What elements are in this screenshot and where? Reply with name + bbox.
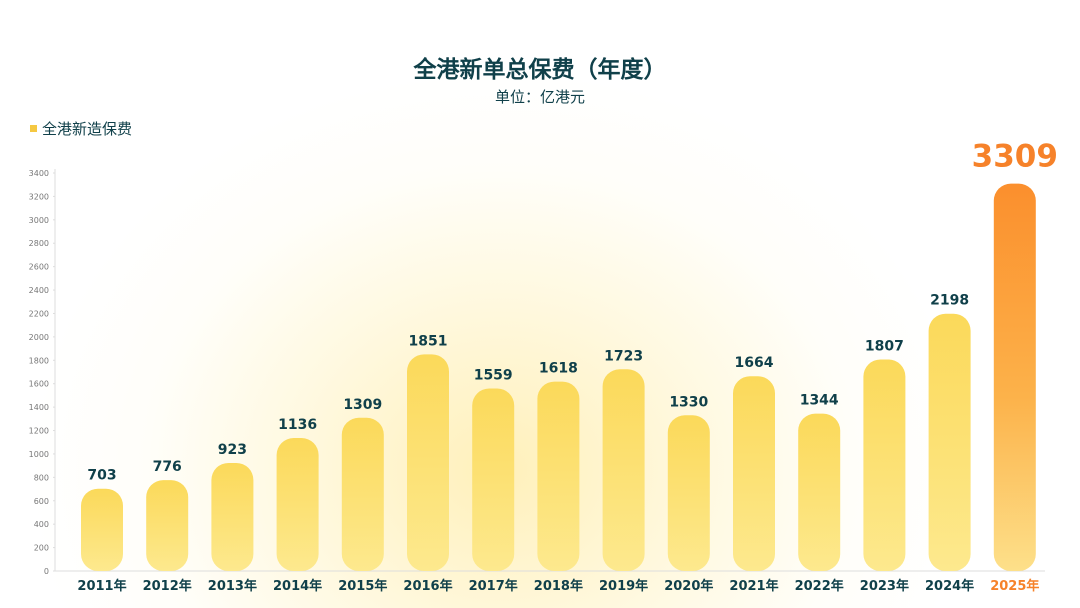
bar [928,313,971,571]
bar [472,388,515,571]
bar [602,369,645,571]
bar [537,381,580,571]
bar [798,413,841,571]
x-tick-label: 2018年 [534,578,583,594]
data-label: 1807 [865,338,904,354]
bar [341,417,384,571]
bar [733,376,775,571]
x-tick-label: 2011年 [77,578,126,594]
x-tick-label: 2014年 [273,578,322,594]
legend-label: 全港新造保费 [42,120,133,138]
legend: 全港新造保费 [30,118,132,139]
y-tick-label: 2200 [29,309,49,318]
x-tick-label: 2024年 [925,578,974,594]
data-label: 1723 [604,348,643,364]
x-tick-label: 2017年 [469,578,518,594]
bar [407,354,449,571]
chart-title: 全港新单总保费（年度） [413,57,667,83]
y-tick-label: 2600 [29,263,49,272]
data-label: 1309 [343,397,382,413]
y-tick-label: 3200 [29,192,49,201]
y-tick-label: 1000 [29,450,49,459]
x-tick-label: 2025年 [990,578,1039,594]
y-tick-label: 1600 [29,380,49,389]
x-tick-label: 2023年 [860,578,909,594]
bar [146,480,189,571]
x-tick-label: 2020年 [664,578,713,594]
y-tick-label: 3400 [29,169,49,178]
x-tick-label: 2012年 [143,578,192,594]
data-label: 1664 [735,355,774,371]
bar [667,415,710,571]
bar [863,359,906,571]
data-label: 1559 [474,368,513,384]
y-tick-label: 2800 [29,239,49,248]
y-tick-label: 400 [34,520,49,529]
data-label: 1618 [539,361,578,377]
bar [276,438,319,571]
y-tick-label: 0 [44,567,49,576]
y-tick-label: 2400 [29,286,49,295]
y-tick-label: 1800 [29,356,49,365]
y-tick-label: 600 [34,497,49,506]
data-label: 703 [87,468,116,484]
data-label: 3309 [972,139,1058,175]
data-label: 1851 [409,333,448,349]
chart-subtitle: 单位：亿港元 [494,88,585,106]
y-tick-label: 800 [34,473,49,482]
x-tick-label: 2019年 [599,578,648,594]
bar [211,462,254,571]
data-label: 923 [218,442,247,458]
data-label: 1136 [278,417,317,433]
x-tick-label: 2013年 [208,578,257,594]
y-tick-label: 1200 [29,427,49,436]
data-label: 776 [153,459,182,475]
data-label: 2198 [930,293,969,309]
data-label: 1330 [669,394,708,410]
y-tick-label: 1400 [29,403,49,412]
x-tick-label: 2021年 [729,578,778,594]
bar-highlight [993,183,1036,572]
data-label: 1344 [800,393,839,409]
x-tick-label: 2022年 [795,578,844,594]
bar [81,488,123,571]
x-tick-label: 2016年 [403,578,452,594]
x-tick-label: 2015年 [338,578,387,594]
y-tick-label: 3000 [29,216,49,225]
y-tick-label: 2000 [29,333,49,342]
legend-swatch [30,125,37,132]
y-tick-label: 200 [34,544,49,553]
